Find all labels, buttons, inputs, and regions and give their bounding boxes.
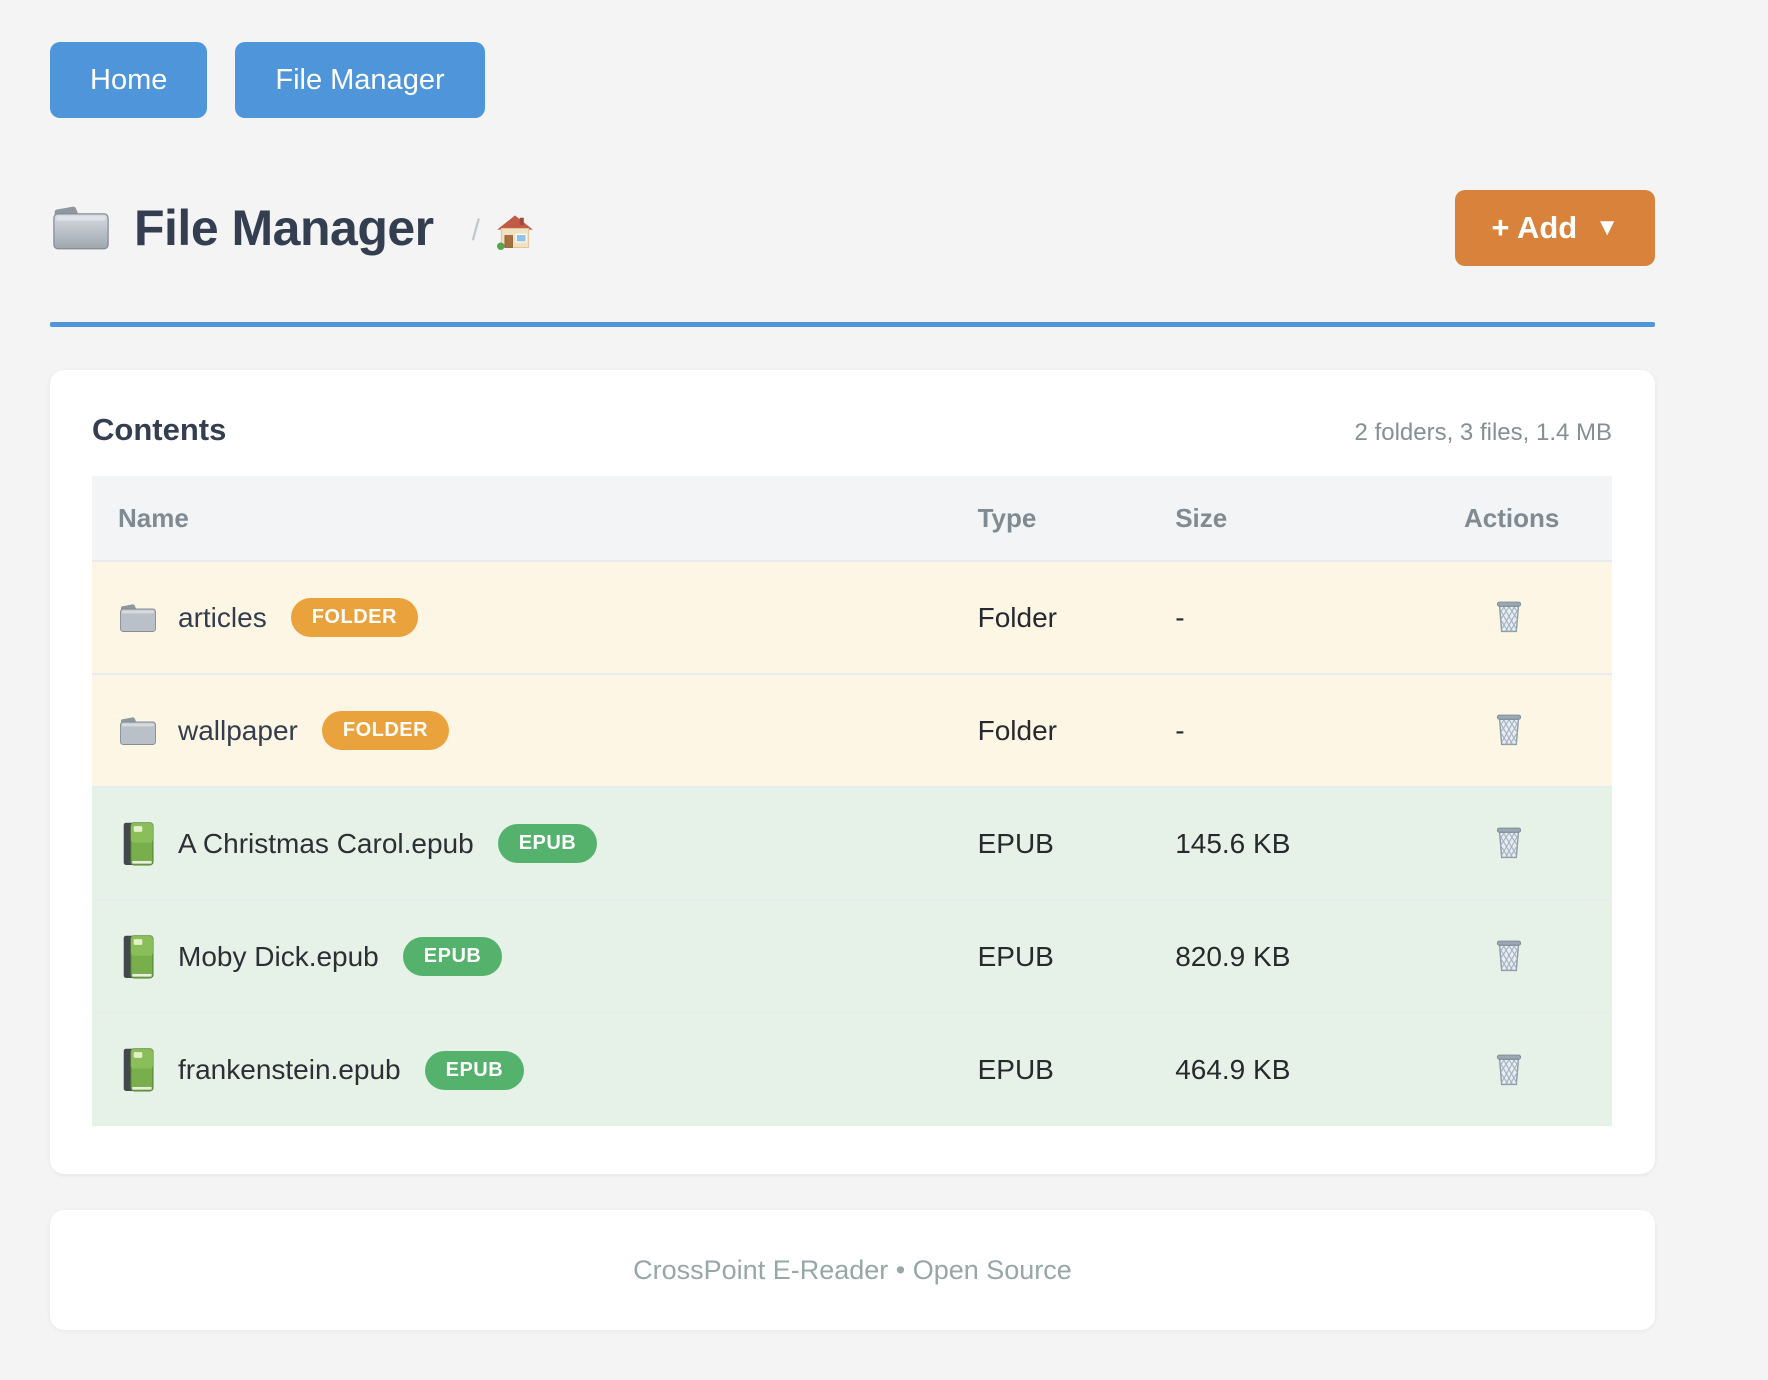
column-header-type: Type	[977, 502, 1037, 533]
contents-panel-header: Contents 2 folders, 3 files, 1.4 MB	[92, 412, 1612, 448]
table-row[interactable]: articles FOLDER Folder -	[92, 561, 1612, 674]
table-row[interactable]: A Christmas Carol.epub EPUB EPUB 145.6 K…	[92, 787, 1612, 900]
add-button-label: + Add	[1491, 210, 1578, 245]
page-header: File Manager / + Add ▼	[50, 190, 1655, 266]
table-header-row: Name Type Size Actions	[92, 476, 1612, 561]
column-header-name: Name	[118, 502, 189, 533]
panel-title: Contents	[92, 412, 227, 447]
trash-icon	[1492, 1050, 1526, 1088]
table-row[interactable]: wallpaper FOLDER Folder -	[92, 674, 1612, 787]
table-row[interactable]: Moby Dick.epub EPUB EPUB 820.9 KB	[92, 900, 1612, 1013]
trash-icon	[1492, 823, 1526, 861]
file-type-cell: EPUB	[977, 1054, 1054, 1085]
file-type-badge: EPUB	[402, 937, 503, 976]
file-size-cell: -	[1175, 601, 1185, 633]
page-title: File Manager	[134, 200, 434, 256]
file-type-badge: EPUB	[424, 1050, 525, 1090]
file-type-badge: FOLDER	[290, 598, 418, 637]
file-table: Name Type Size Actions	[92, 476, 1612, 1126]
green-book-icon	[118, 1048, 158, 1092]
caret-down-icon: ▼	[1595, 214, 1619, 241]
delete-button[interactable]	[1488, 932, 1530, 978]
table-row[interactable]: frankenstein.epub EPUB EPUB 464.9 KB	[92, 1013, 1612, 1126]
green-book-icon	[118, 821, 158, 866]
delete-button[interactable]	[1488, 1046, 1530, 1092]
file-name: wallpaper	[178, 714, 298, 746]
file-type-cell: Folder	[977, 601, 1057, 633]
contents-panel: Contents 2 folders, 3 files, 1.4 MB Name…	[50, 370, 1655, 1174]
delete-button[interactable]	[1488, 706, 1530, 752]
column-header-size: Size	[1175, 502, 1228, 533]
delete-button[interactable]	[1488, 593, 1530, 639]
file-size-cell: 820.9 KB	[1175, 940, 1291, 972]
nav-file-manager-button[interactable]: File Manager	[235, 42, 485, 118]
folder-icon	[118, 601, 158, 635]
file-size-cell: 464.9 KB	[1175, 1054, 1291, 1085]
file-type-badge: FOLDER	[321, 711, 450, 750]
file-name: Moby Dick.epub	[178, 940, 379, 972]
breadcrumb-separator: /	[471, 214, 480, 247]
footer-text: CrossPoint E-Reader • Open Source	[633, 1254, 1072, 1285]
trash-icon	[1492, 936, 1526, 974]
add-button[interactable]: + Add ▼	[1455, 190, 1655, 266]
file-name: frankenstein.epub	[178, 1054, 401, 1085]
trash-icon	[1492, 597, 1526, 635]
file-size-cell: 145.6 KB	[1175, 827, 1291, 859]
file-type-cell: EPUB	[977, 940, 1054, 972]
column-header-actions: Actions	[1463, 502, 1560, 533]
top-nav: Home File Manager	[50, 42, 1655, 118]
trash-icon	[1492, 710, 1526, 748]
delete-button[interactable]	[1488, 819, 1530, 865]
folder-icon	[118, 714, 158, 748]
file-type-badge: EPUB	[497, 824, 598, 863]
green-book-icon	[118, 934, 158, 979]
home-icon[interactable]	[496, 213, 534, 251]
file-table-body: articles FOLDER Folder -	[92, 561, 1612, 1126]
footer: CrossPoint E-Reader • Open Source	[50, 1210, 1655, 1330]
title-group: File Manager /	[50, 199, 534, 257]
folder-icon	[50, 203, 112, 253]
file-name: articles	[178, 601, 267, 633]
header-divider	[50, 322, 1655, 327]
file-type-cell: EPUB	[977, 827, 1054, 859]
nav-home-button[interactable]: Home	[50, 42, 208, 118]
file-type-cell: Folder	[977, 714, 1057, 746]
contents-summary: 2 folders, 3 files, 1.4 MB	[1354, 419, 1612, 446]
file-size-cell: -	[1175, 714, 1185, 746]
file-name: A Christmas Carol.epub	[178, 827, 474, 859]
